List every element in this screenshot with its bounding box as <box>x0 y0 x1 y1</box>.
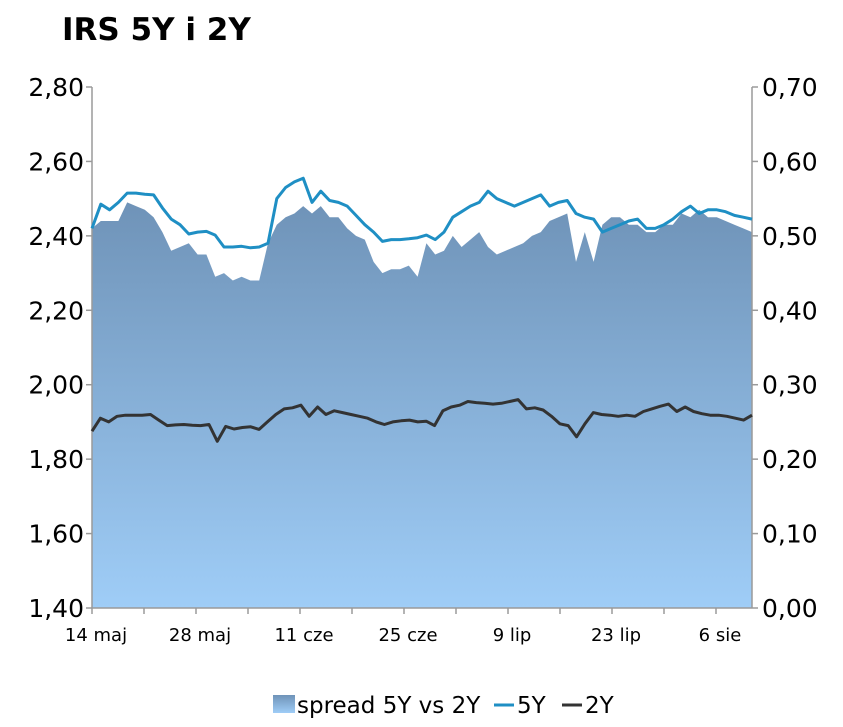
x-tick-label: 9 lip <box>493 625 532 646</box>
x-tick-label: 28 maj <box>169 625 231 646</box>
y-left-tick-label: 2,20 <box>28 296 84 325</box>
y-left-tick-label: 1,60 <box>28 520 84 549</box>
y-right-tick-label: 0,40 <box>762 296 818 325</box>
legend-label-5y: 5Y <box>517 693 547 719</box>
legend-label-2y: 2Y <box>585 693 615 719</box>
y-left-tick-label: 2,80 <box>28 73 84 102</box>
y-left-tick-label: 2,60 <box>28 147 84 176</box>
x-tick-label: 23 lip <box>591 625 641 646</box>
y-left-tick-label: 2,40 <box>28 222 84 251</box>
y-right-tick-label: 0,70 <box>762 73 818 102</box>
y-right-tick-label: 0,60 <box>762 147 818 176</box>
legend-swatch-spread <box>273 695 295 713</box>
y-right-tick-label: 0,10 <box>762 520 818 549</box>
spread-area-layer <box>92 202 752 608</box>
y-left-tick-label: 2,00 <box>28 371 84 400</box>
y-right-tick-label: 0,00 <box>762 594 818 623</box>
legend-label-spread: spread 5Y vs 2Y <box>297 693 481 719</box>
y-right-tick-label: 0,20 <box>762 445 818 474</box>
series-line-5y <box>90 176 753 250</box>
x-tick-label: 14 maj <box>65 625 127 646</box>
y-right-tick-label: 0,30 <box>762 371 818 400</box>
chart-title: IRS 5Y i 2Y <box>62 12 251 48</box>
x-tick-label: 25 cze <box>378 625 437 646</box>
y-right-tick-label: 0,50 <box>762 222 818 251</box>
legend: spread 5Y vs 2Y 5Y 2Y <box>273 693 615 719</box>
y-left-tick-label: 1,80 <box>28 445 84 474</box>
lines-layer <box>90 176 753 443</box>
x-tick-label: 6 sie <box>699 625 742 646</box>
axes-layer <box>86 86 758 614</box>
y-left-tick-label: 1,40 <box>28 594 84 623</box>
tick-labels-layer: 1,40 1,60 1,80 2,00 2,20 2,40 2,60 2,80 0,00 0,10… <box>28 73 817 646</box>
x-tick-label: 11 cze <box>274 625 333 646</box>
series-area-spread <box>92 202 752 608</box>
series-line-2y <box>90 398 753 443</box>
